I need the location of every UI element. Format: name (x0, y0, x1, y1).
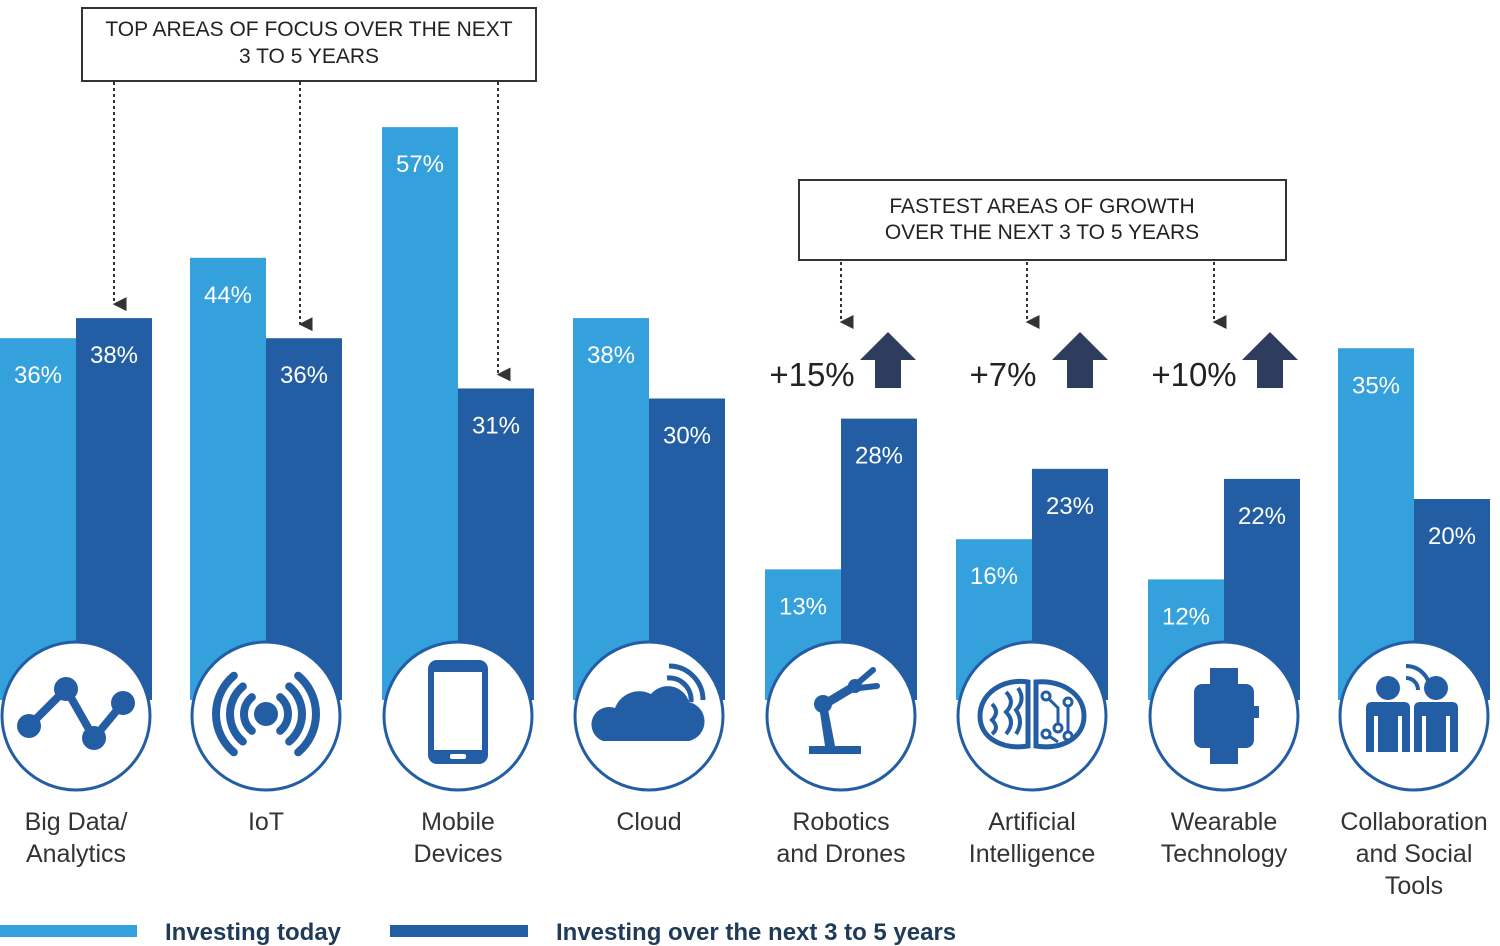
bar-group-iot: 44% 36% (190, 257, 342, 700)
bar-value-label: 16% (970, 563, 1018, 590)
fastest-growth-text: FASTEST AREAS OF GROWTH (889, 195, 1194, 218)
top-focus-callout: TOP AREAS OF FOCUS OVER THE NEXT 3 TO 5 Y… (81, 7, 537, 382)
bar-iot-future (266, 338, 342, 700)
legend-item-today: Investing today (0, 919, 342, 946)
icon-badge-mobile (382, 640, 534, 792)
icon-circle (956, 640, 1108, 792)
bar-value-label: 38% (587, 342, 635, 369)
category-label-collab: Tools (1385, 872, 1443, 900)
bar-group-big-data: 36% 38% (0, 318, 152, 700)
smartphone-icon (428, 660, 488, 764)
top-focus-text: TOP AREAS OF FOCUS OVER THE NEXT (105, 18, 512, 41)
bar-big-data-future (76, 318, 152, 700)
bar-group-mobile: 57% 31% (382, 127, 534, 700)
category-label-wearable: Wearable (1171, 808, 1278, 836)
legend-item-future: Investing over the next 3 to 5 years (390, 919, 956, 946)
legend-swatch (0, 925, 137, 937)
legend: Investing today Investing over the next 3… (0, 919, 956, 946)
category-label-iot: IoT (248, 808, 284, 836)
line-graph-icon (17, 677, 135, 750)
bar-value-label: 36% (280, 362, 328, 389)
up-arrow-icon (1242, 332, 1298, 388)
icon-badge-robotics (765, 640, 917, 792)
icon-circle (0, 640, 152, 792)
bar-value-label: 31% (472, 412, 520, 439)
bar-value-label: 23% (1046, 493, 1094, 520)
bar-value-label: 12% (1162, 603, 1210, 630)
bar-value-label: 35% (1352, 372, 1400, 399)
people-icon (1366, 664, 1458, 752)
bar-value-label: 36% (14, 362, 62, 389)
up-arrow-icon (1052, 332, 1108, 388)
bar-group-cloud: 38% 30% (573, 318, 725, 700)
category-label-robotics: Robotics (792, 808, 889, 836)
icon-badge-wearable (1148, 640, 1300, 792)
icon-circles-layer (0, 640, 1490, 792)
category-label-big-data: Analytics (26, 840, 126, 868)
growth-indicator-robotics: +15% (769, 332, 916, 393)
category-labels-layer: Big Data/Analytics IoT Mobile Devices Cloud R… (25, 808, 1488, 900)
icon-badge-ai (956, 640, 1108, 792)
fastest-growth-callout: FASTEST AREAS OF GROWTH OVER THE NEXT 3 T… (798, 179, 1287, 329)
top-focus-text: 3 TO 5 YEARS (239, 45, 379, 68)
legend-label: Investing over the next 3 to 5 years (556, 919, 956, 946)
smartwatch-icon (1194, 668, 1259, 764)
robot-arm-icon (809, 667, 880, 754)
annotations-layer: TOP AREAS OF FOCUS OVER THE NEXT 3 TO 5 Y… (81, 7, 1298, 393)
cloud-icon (591, 663, 706, 741)
up-arrow-icon (860, 332, 916, 388)
category-label-mobile: Devices (414, 840, 503, 868)
category-label-cloud: Cloud (616, 808, 681, 836)
bar-value-label: 22% (1238, 503, 1286, 530)
growth-label: +10% (1151, 356, 1236, 393)
bar-value-label: 20% (1428, 523, 1476, 550)
icon-badge-collab (1338, 640, 1490, 792)
icon-badge-cloud (573, 640, 725, 792)
category-label-ai: Artificial (988, 808, 1076, 836)
growth-label: +15% (769, 356, 854, 393)
bar-value-label: 28% (855, 443, 903, 470)
category-label-big-data: Big Data/ (25, 808, 128, 836)
bar-iot-today (190, 257, 266, 700)
bar-value-label: 44% (204, 282, 252, 309)
category-label-collab: and Social (1356, 840, 1473, 868)
bar-value-label: 38% (90, 342, 138, 369)
category-label-robotics: and Drones (776, 840, 905, 868)
brain-circuit-icon (977, 678, 1087, 750)
bar-value-label: 13% (779, 593, 827, 620)
icon-badge-iot (190, 640, 342, 792)
category-label-collab: Collaboration (1340, 808, 1487, 836)
icon-badge-big-data (0, 640, 152, 792)
icon-circle (765, 640, 917, 792)
legend-label: Investing today (165, 919, 342, 946)
bar-value-label: 57% (396, 151, 444, 178)
growth-indicator-ai: +7% (970, 332, 1108, 393)
fastest-growth-box (798, 179, 1287, 261)
legend-swatch (390, 925, 528, 937)
growth-indicator-wearable: +10% (1151, 332, 1298, 393)
bar-cloud-today (573, 318, 649, 700)
wireless-signal-icon (212, 671, 320, 757)
bars-layer: 36% 38% 44% 36% 57% 31% 38% 30% 13% 28% 16% 23% 12% 2… (0, 127, 1490, 700)
category-label-wearable: Technology (1161, 840, 1288, 868)
bar-collab-today (1338, 348, 1414, 700)
bar-mobile-today (382, 127, 458, 700)
category-label-mobile: Mobile (421, 808, 495, 836)
top-focus-box (81, 7, 537, 82)
category-label-ai: Intelligence (969, 840, 1095, 868)
growth-label: +7% (970, 356, 1037, 393)
bar-value-label: 30% (663, 423, 711, 450)
bar-big-data-today (0, 338, 76, 700)
fastest-growth-text: OVER THE NEXT 3 TO 5 YEARS (885, 221, 1199, 244)
